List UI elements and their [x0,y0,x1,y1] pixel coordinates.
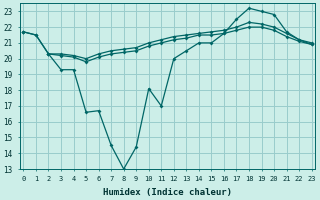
X-axis label: Humidex (Indice chaleur): Humidex (Indice chaleur) [103,188,232,197]
